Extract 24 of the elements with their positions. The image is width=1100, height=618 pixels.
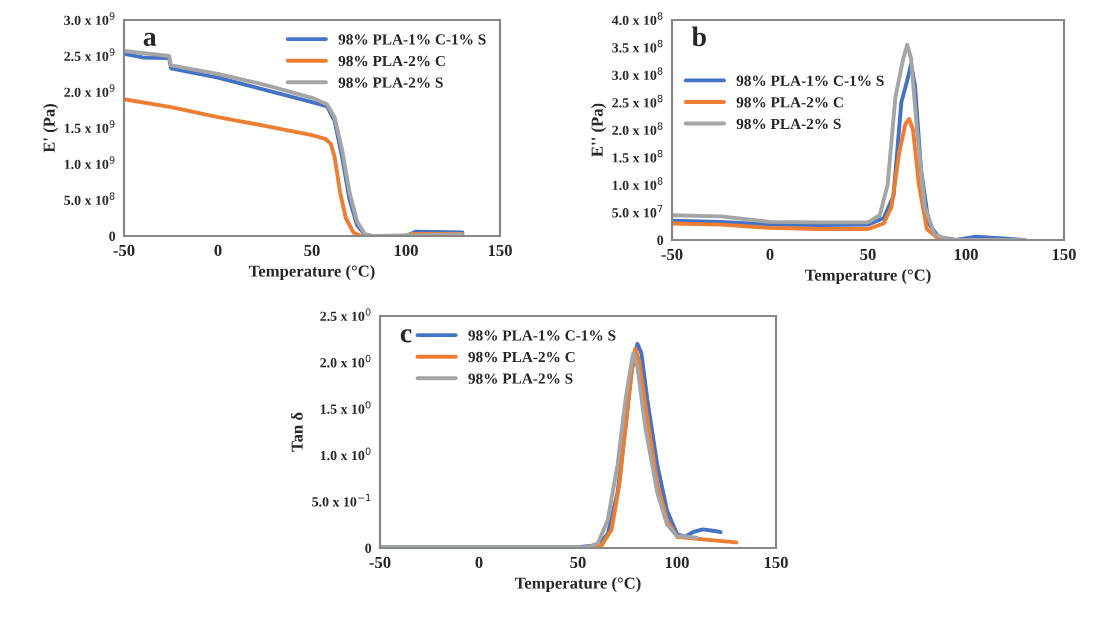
x-tick-label: -50 bbox=[661, 248, 683, 261]
x-tick-label: 0 bbox=[475, 556, 483, 569]
x-axis-title: Temperature (°C) bbox=[514, 577, 641, 593]
x-tick-label: 100 bbox=[954, 248, 978, 261]
x-axis-title: Temperature (°C) bbox=[248, 265, 375, 281]
x-tick-label: 50 bbox=[570, 556, 586, 569]
x-axis-title: Temperature (°C) bbox=[804, 269, 931, 285]
x-tick-label: -50 bbox=[113, 244, 135, 257]
y-axis-title: E'' (Pa) bbox=[591, 103, 607, 157]
x-tick-label: 100 bbox=[665, 556, 689, 569]
x-tick-label: 150 bbox=[488, 244, 512, 257]
x-tick-label: 50 bbox=[860, 248, 876, 261]
annotation: b bbox=[691, 26, 706, 47]
x-tick-label: 50 bbox=[304, 244, 320, 257]
y-axis-title: E' (Pa) bbox=[43, 103, 59, 153]
x-tick-label: 0 bbox=[214, 244, 222, 257]
annotation: c bbox=[400, 329, 412, 343]
x-tick-label: 150 bbox=[1052, 248, 1076, 261]
x-tick-label: -50 bbox=[369, 556, 391, 569]
y-axis-title: Tan δ bbox=[290, 412, 303, 452]
x-tick-label: 100 bbox=[394, 244, 418, 257]
x-tick-label: 150 bbox=[764, 556, 788, 569]
annotation: a bbox=[143, 32, 157, 47]
x-tick-label: 0 bbox=[766, 248, 774, 261]
